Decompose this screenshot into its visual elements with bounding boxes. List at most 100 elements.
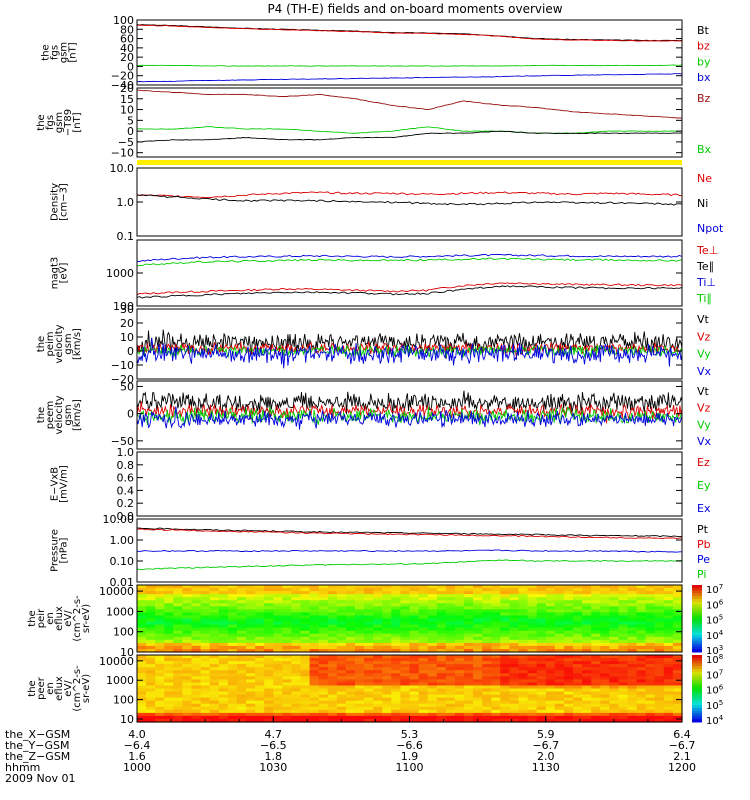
spectrogram-cell — [554, 618, 565, 623]
spectrogram-cell — [418, 645, 429, 650]
spectrogram-cell — [473, 649, 483, 653]
spectrogram-cell — [191, 633, 202, 638]
spectrogram-cell — [654, 667, 665, 671]
spectrogram-cell — [182, 645, 193, 650]
spectrogram-cell — [672, 594, 683, 598]
spectrogram-cell — [545, 685, 556, 690]
spectrogram-cell — [654, 673, 665, 677]
spectrogram-cell — [473, 645, 483, 650]
spectrogram-cell — [600, 591, 610, 595]
spectrogram-cell — [482, 685, 492, 690]
spectrogram-cell — [645, 612, 656, 616]
spectrogram-cell — [591, 624, 601, 629]
spectrogram-cell — [327, 655, 338, 659]
spectrogram-cell — [300, 612, 311, 616]
spectrogram-cell — [327, 682, 338, 686]
spectrogram-cell — [609, 661, 619, 665]
spectrogram-cell — [227, 636, 238, 641]
spectrogram-cell — [318, 624, 329, 629]
spectrogram-cell — [191, 612, 202, 616]
spectrogram-cell — [391, 700, 401, 705]
colorbar-step — [692, 669, 702, 673]
spectrogram-cell — [164, 709, 174, 714]
y-tick-label: 0.8 — [117, 459, 135, 472]
y-tick-label: 20 — [120, 51, 134, 64]
spectrogram-cell — [473, 612, 483, 616]
spectrogram-cell — [409, 685, 420, 690]
spectrogram-cell — [209, 639, 220, 644]
spectrogram-cell — [409, 673, 420, 677]
spectrogram-cell — [663, 627, 674, 632]
spectrogram-cell — [445, 700, 456, 705]
spectrogram-cell — [137, 703, 147, 708]
colorbar-step — [692, 626, 702, 631]
spectrogram-cell — [155, 649, 165, 653]
spectrogram-cell — [663, 591, 674, 595]
spectrogram-cell — [173, 636, 183, 641]
spectrogram-cell — [473, 715, 483, 720]
y-axis-label: [cm−3] — [59, 183, 70, 221]
spectrogram-cell — [246, 694, 256, 699]
spectrogram-cell — [246, 594, 256, 598]
spectrogram-cell — [591, 688, 601, 693]
spectrogram-cell — [563, 670, 574, 674]
colorbar-step — [692, 638, 702, 642]
spectrogram-cell — [173, 585, 183, 589]
spectrogram-cell — [545, 679, 556, 683]
spectrogram-cell — [464, 633, 474, 638]
spectrogram-cell — [400, 624, 411, 629]
spectrogram-cell — [436, 676, 447, 680]
spectrogram-cell — [464, 719, 474, 723]
spectrogram-cell — [200, 709, 211, 714]
spectrogram-cell — [291, 685, 302, 690]
spectrogram-cell — [473, 597, 483, 601]
spectrogram-cell — [663, 715, 674, 720]
spectrogram-cell — [327, 658, 338, 662]
spectrogram-cell — [491, 600, 501, 604]
spectrogram-cell — [636, 612, 647, 616]
spectrogram-cell — [364, 591, 374, 595]
spectrogram-cell — [518, 719, 529, 723]
spectrogram-cell — [300, 700, 311, 705]
spectrogram-cell — [218, 706, 229, 711]
spectrogram-cell — [436, 636, 447, 641]
spectrogram-cell — [527, 694, 538, 699]
y-axis-label: peir — [36, 608, 47, 628]
spectrogram-cell — [182, 700, 193, 705]
spectrogram-cell — [609, 691, 619, 696]
spectrogram-cell — [618, 676, 629, 680]
spectrogram-cell — [336, 688, 347, 693]
spectrogram-cell — [454, 712, 465, 717]
spectrogram-cell — [527, 655, 538, 659]
spectrogram-cell — [246, 588, 256, 592]
spectrogram-cell — [291, 615, 302, 620]
spectrogram-cell — [618, 603, 629, 607]
spectrogram-cell — [500, 703, 510, 708]
spectrogram-cell — [209, 603, 220, 607]
spectrogram-cell — [355, 661, 365, 665]
spectrogram-cell — [618, 636, 629, 641]
spectrogram-cell — [454, 719, 465, 723]
spectrogram-cell — [618, 706, 629, 711]
spectrogram-cell — [500, 618, 510, 623]
spectrogram-cell — [236, 673, 247, 677]
spectrogram-cell — [246, 618, 256, 623]
spectrogram-cell — [218, 615, 229, 620]
spectrogram-cell — [227, 682, 238, 686]
spectrogram-cell — [663, 642, 674, 647]
spectrogram-cell — [545, 697, 556, 702]
spectrogram-cell — [573, 667, 583, 671]
spectrogram-cell — [418, 606, 429, 610]
spectrogram-cell — [445, 670, 456, 674]
spectrogram-cell — [309, 642, 320, 647]
spectrogram-cell — [554, 642, 565, 647]
y-tick-label: 1.0 — [117, 196, 135, 209]
spectrogram-cell — [255, 664, 265, 668]
spectrogram-cell — [582, 661, 592, 665]
spectrogram-cell — [373, 697, 383, 702]
spectrogram-cell — [191, 603, 202, 607]
spectrogram-cell — [600, 597, 610, 601]
spectrogram-cell — [600, 594, 610, 598]
spectrogram-cell — [509, 639, 520, 644]
spectrogram-cell — [672, 661, 683, 665]
